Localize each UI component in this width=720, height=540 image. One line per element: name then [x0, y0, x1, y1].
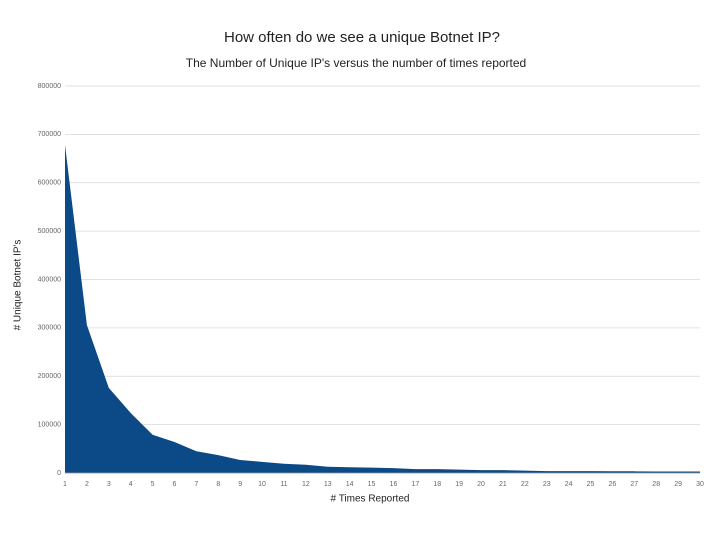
x-tick-label: 14	[346, 481, 354, 488]
x-tick-label: 19	[455, 481, 463, 488]
x-tick-label: 18	[433, 481, 441, 488]
x-tick-label: 15	[368, 481, 376, 488]
y-tick-label: 600000	[38, 180, 61, 187]
area	[65, 145, 700, 473]
x-tick-label: 28	[652, 481, 660, 488]
x-tick-label: 8	[216, 481, 220, 488]
x-tick-label: 4	[129, 481, 133, 488]
x-tick-label: 11	[280, 481, 287, 488]
x-tick-label: 17	[411, 481, 419, 488]
x-tick-label: 10	[258, 481, 266, 488]
y-axis-label: # Unique Botnet IP's	[13, 240, 24, 331]
x-tick-label: 2	[85, 481, 89, 488]
x-tick-label: 7	[194, 481, 198, 488]
x-tick-label: 1	[63, 481, 67, 488]
x-tick-label: 23	[543, 481, 551, 488]
x-tick-label: 29	[674, 481, 682, 488]
y-tick-label: 300000	[38, 325, 61, 332]
y-tick-label: 700000	[38, 131, 61, 138]
x-tick-label: 12	[302, 481, 310, 488]
chart-title: How often do we see a unique Botnet IP?	[224, 29, 500, 46]
x-tick-label: 27	[630, 481, 638, 488]
x-tick-label: 6	[173, 481, 177, 488]
x-tick-label: 22	[521, 481, 529, 488]
x-tick-label: 9	[238, 481, 242, 488]
x-tick-label: 5	[151, 481, 155, 488]
x-tick-label: 26	[609, 481, 617, 488]
y-tick-label: 400000	[38, 276, 61, 283]
x-tick-label: 16	[390, 481, 398, 488]
x-tick-label: 13	[324, 481, 332, 488]
x-tick-label: 24	[565, 481, 573, 488]
chart-subtitle: The Number of Unique IP's versus the num…	[186, 56, 526, 70]
x-axis-label: # Times Reported	[331, 494, 410, 505]
x-tick-label: 30	[696, 481, 704, 488]
y-tick-label: 100000	[38, 421, 61, 428]
y-tick-label: 800000	[38, 83, 61, 90]
x-tick-label: 21	[499, 481, 507, 488]
x-tick-label: 3	[107, 481, 111, 488]
y-tick-label: 0	[57, 470, 61, 477]
y-tick-label: 500000	[38, 228, 61, 235]
y-tick-label: 200000	[38, 373, 61, 380]
x-tick-label: 25	[587, 481, 595, 488]
x-tick-label: 20	[477, 481, 485, 488]
